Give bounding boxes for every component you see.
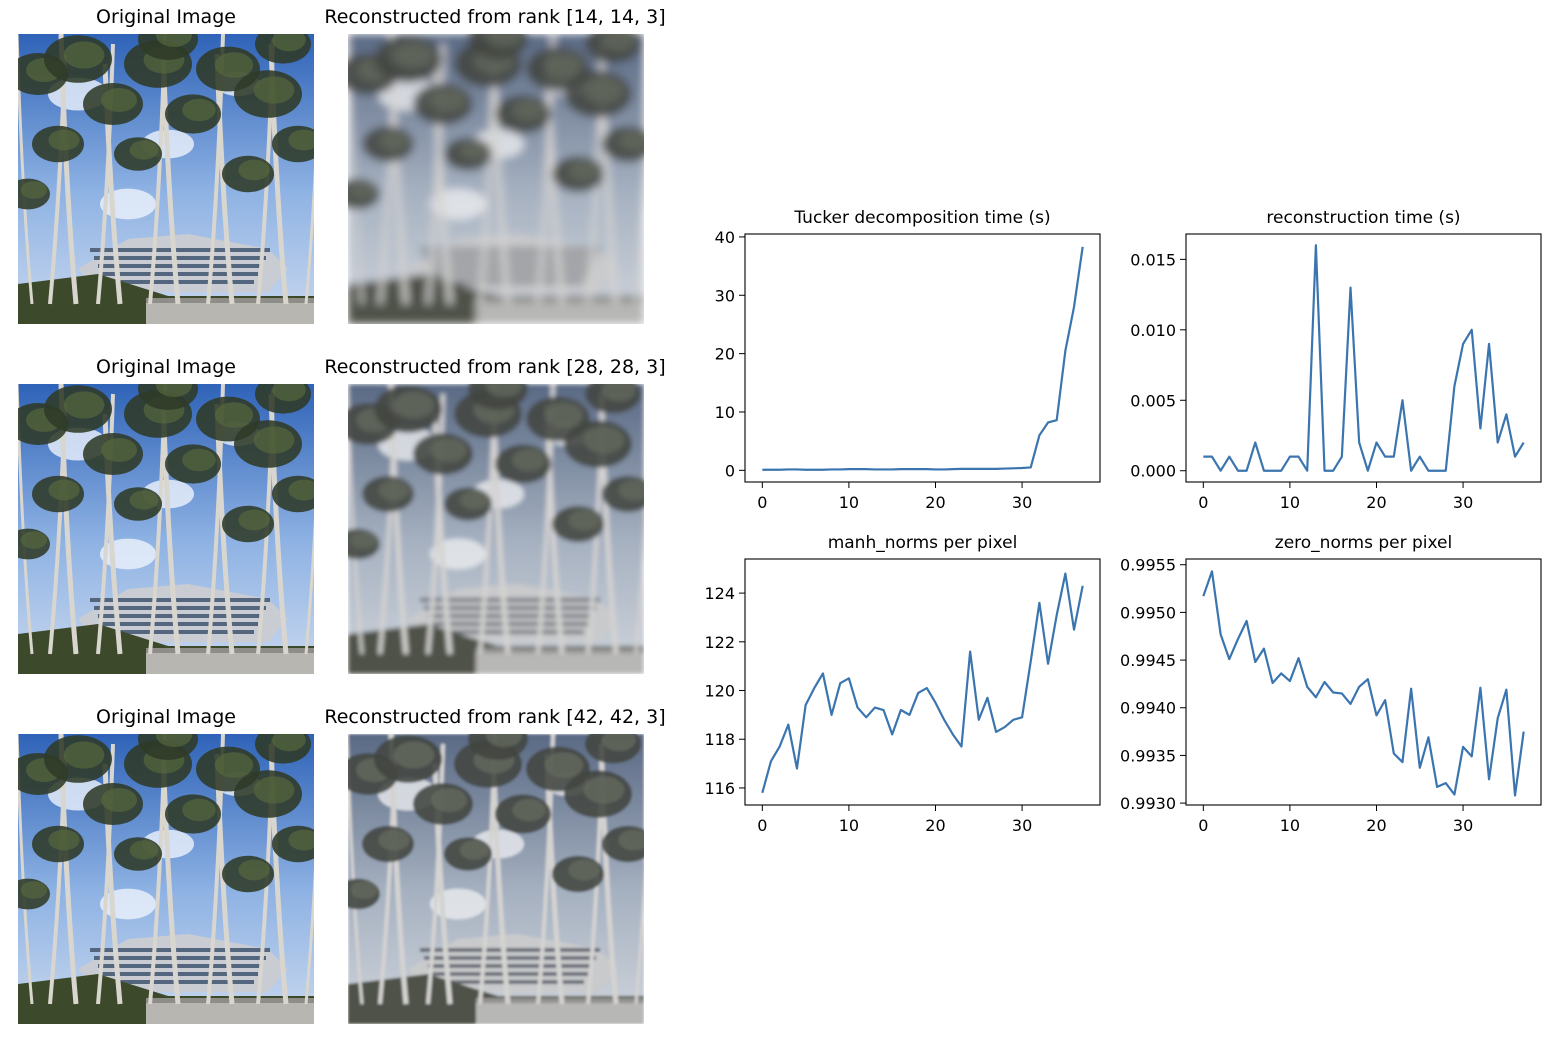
photo-1 — [18, 34, 314, 324]
x-tick-label: 10 — [1280, 493, 1300, 512]
x-tick-label: 30 — [1012, 493, 1032, 512]
plot-frame — [1185, 558, 1542, 806]
x-tick-label: 0 — [757, 816, 767, 835]
photo-2 — [18, 384, 314, 674]
y-tick-label: 0.9950 — [1120, 603, 1176, 622]
x-tick-label: 0 — [1198, 493, 1208, 512]
chart-title: zero_norms per pixel — [1275, 533, 1452, 553]
reconstructed-image-title-2: Reconstructed from rank [28, 28, 3] — [324, 356, 666, 378]
x-tick-label: 10 — [839, 493, 859, 512]
y-tick-label: 0.9940 — [1120, 699, 1176, 718]
y-tick-label: 0.9945 — [1120, 651, 1176, 670]
y-tick-label: 120 — [704, 682, 735, 701]
reconstructed-image-2 — [348, 384, 644, 674]
chart-title: Tucker decomposition time (s) — [793, 208, 1050, 228]
photo-3 — [18, 734, 314, 1024]
series-line — [761, 572, 1084, 794]
y-tick-label: 40 — [715, 228, 735, 247]
y-tick-label: 0 — [725, 461, 735, 480]
original-image-title-1: Original Image — [96, 6, 236, 28]
y-tick-label: 30 — [715, 286, 735, 305]
x-tick-label: 0 — [757, 493, 767, 512]
y-tick-label: 0.015 — [1130, 250, 1176, 269]
x-tick-label: 20 — [1366, 816, 1386, 835]
x-tick-label: 0 — [1198, 816, 1208, 835]
y-tick-label: 0.9935 — [1120, 746, 1176, 765]
original-image-3 — [18, 734, 314, 1024]
chart-title: manh_norms per pixel — [828, 533, 1018, 553]
series-line — [762, 246, 1084, 471]
reconstructed-image-title-3: Reconstructed from rank [42, 42, 3] — [324, 706, 666, 728]
reconstructed-image-title-1: Reconstructed from rank [14, 14, 3] — [324, 6, 666, 28]
reconstructed-image-3 — [348, 734, 644, 1024]
y-tick-label: 0.9930 — [1120, 794, 1176, 813]
original-image-title-3: Original Image — [96, 706, 236, 728]
chart-tucker-decomposition-time-s: Tucker decomposition time (s) 0 10 20 30 0 10 2… — [715, 208, 1101, 512]
x-tick-label: 30 — [1453, 493, 1473, 512]
y-tick-label: 0.005 — [1130, 391, 1176, 410]
y-tick-label: 0.9955 — [1120, 556, 1176, 575]
x-tick-label: 30 — [1453, 816, 1473, 835]
series-line — [1203, 244, 1525, 472]
plot-frame — [1185, 233, 1542, 483]
y-tick-label: 122 — [704, 633, 735, 652]
x-tick-label: 20 — [925, 816, 945, 835]
y-tick-label: 0.000 — [1130, 462, 1176, 481]
y-tick-label: 10 — [715, 403, 735, 422]
y-tick-label: 0.010 — [1130, 321, 1176, 340]
x-tick-label: 20 — [1366, 493, 1386, 512]
original-image-1 — [18, 34, 314, 324]
x-tick-label: 10 — [1280, 816, 1300, 835]
reconstruction-2 — [348, 384, 644, 674]
chart-reconstruction-time-s: reconstruction time (s) 0 10 20 30 0.000 0.005… — [1130, 208, 1542, 512]
plot-frame — [744, 233, 1101, 483]
chart-zero-norms-per-pixel: zero_norms per pixel 0 10 20 30 0.9930 0.9935 0… — [1120, 533, 1542, 835]
x-tick-label: 20 — [925, 493, 945, 512]
plot-frame — [744, 558, 1101, 806]
y-tick-label: 118 — [704, 730, 735, 749]
original-image-2 — [18, 384, 314, 674]
reconstructed-image-1 — [348, 34, 644, 324]
reconstruction-1 — [348, 34, 644, 324]
chart-manh-norms-per-pixel: manh_norms per pixel 0 10 20 30 116 118 120 122 1… — [704, 533, 1101, 835]
y-tick-label: 116 — [704, 779, 735, 798]
series-line — [1202, 570, 1525, 797]
reconstruction-3 — [348, 734, 644, 1024]
chart-title: reconstruction time (s) — [1266, 208, 1460, 228]
x-tick-label: 30 — [1012, 816, 1032, 835]
original-image-title-2: Original Image — [96, 356, 236, 378]
x-tick-label: 10 — [839, 816, 859, 835]
y-tick-label: 124 — [704, 584, 735, 603]
y-tick-label: 20 — [715, 345, 735, 364]
